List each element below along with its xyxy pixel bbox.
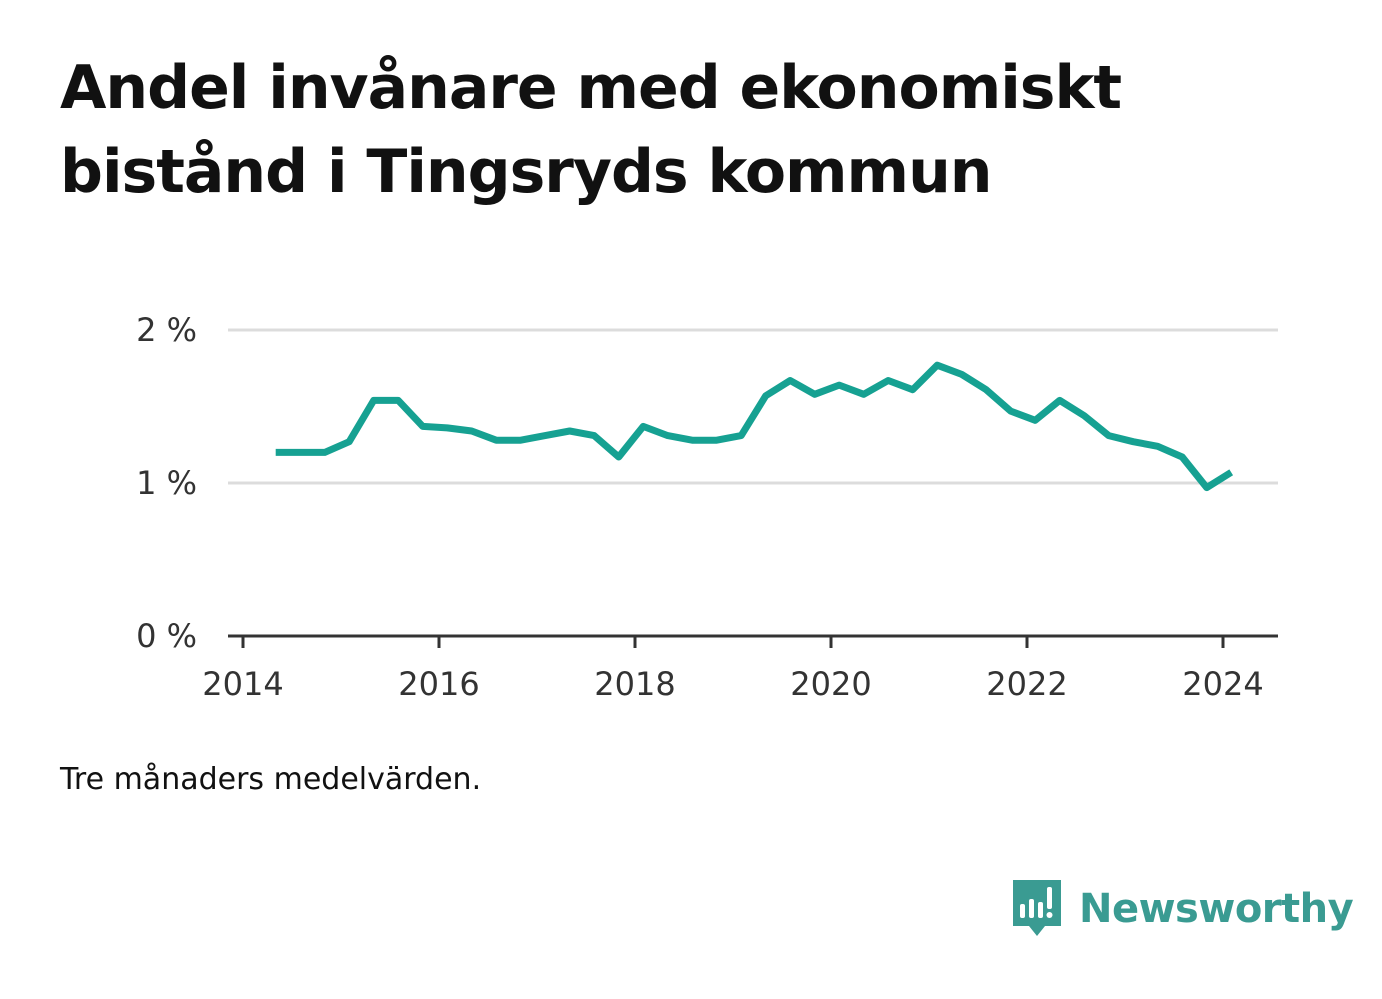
- y-tick-label: 2 %: [136, 311, 197, 349]
- chart-title: Andel invånare med ekonomiskt bistånd i …: [60, 53, 1122, 207]
- x-tick-label: 2018: [594, 665, 675, 703]
- gridlines: [228, 328, 1278, 485]
- line-chart: 0 % 1 % 2 % 2014 2016 2018 2020 2022 2024: [136, 311, 1278, 703]
- newsworthy-logo-icon: [1013, 880, 1061, 936]
- x-tick-label: 2016: [398, 665, 479, 703]
- series-line-path: [275, 361, 1234, 492]
- y-tick-label: 1 %: [136, 464, 197, 502]
- x-tick-label: 2020: [790, 665, 871, 703]
- series-line: [275, 361, 1234, 492]
- x-tick-label: 2024: [1182, 665, 1263, 703]
- brand-name: Newsworthy: [1079, 886, 1354, 932]
- x-tick-label: 2022: [986, 665, 1067, 703]
- y-tick-label: 0 %: [136, 617, 197, 655]
- y-axis-labels: 0 % 1 % 2 %: [136, 311, 197, 655]
- x-tick-label: 2014: [202, 665, 283, 703]
- newsworthy-logo: Newsworthy: [1011, 878, 1354, 940]
- x-axis: 2014 2016 2018 2020 2022 2024: [202, 634, 1278, 703]
- chart-note: Tre månaders medelvärden.: [60, 762, 482, 797]
